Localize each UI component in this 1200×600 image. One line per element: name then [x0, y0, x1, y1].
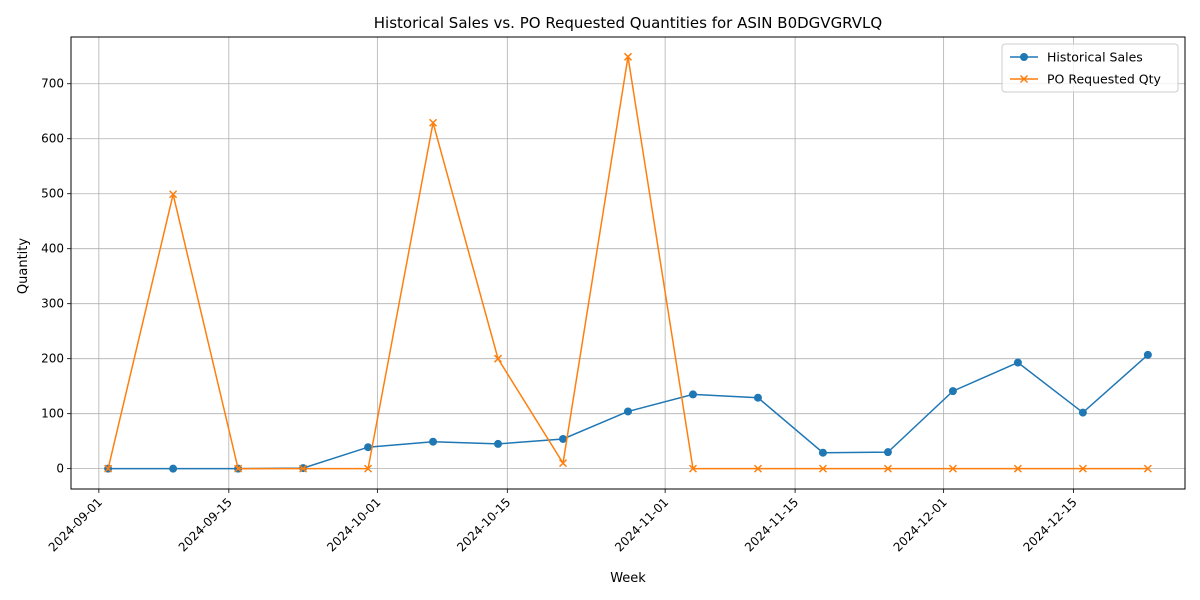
- data-point: [234, 464, 243, 473]
- data-point: [494, 354, 503, 363]
- y-tick-label: 700: [41, 77, 64, 91]
- legend-box: [1001, 43, 1179, 93]
- y-tick-label: 600: [41, 132, 64, 146]
- x-tick-label: 2024-11-01: [612, 495, 671, 554]
- data-point: [429, 437, 438, 446]
- data-point: [883, 464, 892, 473]
- x-tick-label: 2024-09-01: [46, 495, 105, 554]
- y-tick-label: 500: [41, 187, 64, 201]
- legend-label: Historical Sales: [1047, 50, 1143, 65]
- legend-label: PO Requested Qty: [1047, 72, 1161, 87]
- data-point: [299, 464, 308, 473]
- y-tick-label: 300: [41, 297, 64, 311]
- x-axis-label: Week: [610, 571, 646, 586]
- data-point: [818, 464, 827, 473]
- x-tick-label: 2024-12-15: [1021, 495, 1080, 554]
- data-point: [559, 434, 568, 443]
- data-point: [1143, 350, 1152, 359]
- series-line: [107, 56, 1148, 470]
- data-point: [169, 190, 178, 199]
- legend-marker: [1019, 74, 1029, 84]
- plot-area: [70, 36, 1186, 490]
- data-point: [688, 464, 698, 473]
- data-point: [364, 464, 373, 473]
- y-tick-label: 0: [56, 462, 64, 476]
- y-tick-label: 400: [41, 242, 64, 256]
- data-point: [1013, 464, 1022, 473]
- data-point: [169, 464, 178, 473]
- x-tick-label: 2024-10-01: [324, 495, 383, 554]
- data-point: [494, 439, 503, 448]
- data-point: [364, 443, 373, 452]
- series-2: [104, 52, 1152, 473]
- chart-title: Historical Sales vs. PO Requested Quanti…: [374, 14, 882, 32]
- data-point: [688, 390, 697, 399]
- legend: Historical Sales PO Requested Qty: [1001, 43, 1179, 93]
- data-point: [883, 448, 892, 457]
- data-point: [753, 464, 762, 473]
- data-point: [558, 459, 568, 468]
- y-axis-label: Quantity: [16, 238, 31, 294]
- data-point: [623, 52, 633, 61]
- data-point: [104, 464, 113, 473]
- data-point: [948, 387, 957, 396]
- legend-marker: [1020, 53, 1028, 61]
- series-layer: [104, 52, 1152, 473]
- x-axis: 2024-09-01 2024-09-15 2024-10-01 2024-10-15…: [46, 489, 1080, 554]
- data-point: [818, 448, 827, 457]
- y-tick-label: 200: [41, 352, 64, 366]
- x-tick-label: 2024-11-15: [742, 495, 801, 554]
- data-point: [753, 393, 762, 402]
- x-tick-label: 2024-12-01: [891, 495, 950, 554]
- data-point: [429, 118, 438, 127]
- grid-lines: [71, 37, 1185, 489]
- data-point: [1078, 408, 1087, 417]
- data-point: [624, 407, 632, 416]
- data-point: [948, 464, 957, 473]
- y-axis: 0 100 200 300 400 500 600 700: [41, 77, 71, 476]
- series-1: [104, 350, 1152, 473]
- y-tick-label: 100: [41, 407, 64, 421]
- x-tick-label: 2024-09-15: [176, 495, 235, 554]
- x-tick-label: 2024-10-15: [454, 495, 513, 554]
- data-point: [1143, 464, 1152, 473]
- data-point: [1013, 358, 1022, 367]
- data-point: [1078, 464, 1087, 473]
